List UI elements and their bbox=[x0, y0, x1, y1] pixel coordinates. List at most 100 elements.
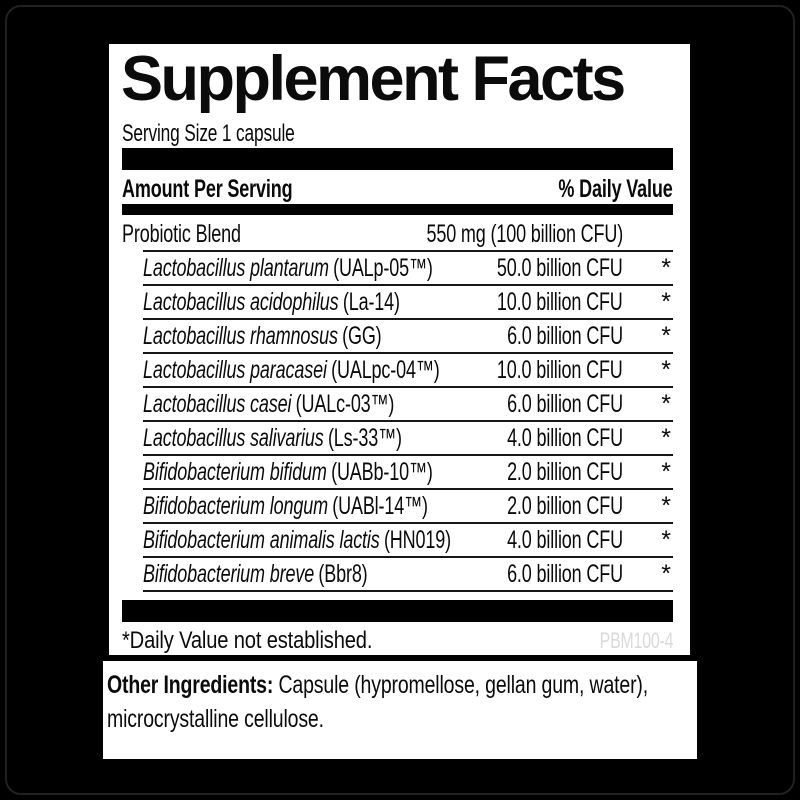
ingredient-name-cell: Bifidobacterium breve (Bbr8) bbox=[122, 560, 423, 589]
daily-value-asterisk: * bbox=[661, 355, 671, 384]
ingredient-latin-name: Bifidobacterium bifidum bbox=[143, 457, 327, 486]
ingredient-amount-cell: 6.0 billion CFU bbox=[423, 322, 623, 351]
other-ingredients-line1: Capsule (hypromellose, gellan gum, water… bbox=[278, 671, 649, 699]
ingredient-strain-code: (UALpc-04™) bbox=[331, 355, 440, 384]
serving-size-text: Serving Size 1 capsule bbox=[122, 120, 295, 147]
ingredient-rows: Lactobacillus plantarum (UALp-05™) 50.0 b… bbox=[122, 252, 673, 592]
serving-size: Serving Size 1 capsule bbox=[122, 120, 362, 148]
row-separator bbox=[143, 352, 673, 354]
ingredient-table: Probiotic Blend 550 mg (100 billion CFU)… bbox=[122, 218, 673, 655]
product-code: PBM100-4 bbox=[571, 628, 673, 654]
supplement-facts-panel: Supplement Facts Serving Size 1 capsule … bbox=[107, 42, 692, 657]
ingredient-amount: 10.0 billion CFU bbox=[497, 287, 623, 316]
ingredient-name-cell: Lactobacillus plantarum (UALp-05™) bbox=[122, 254, 433, 283]
ingredient-row: Lactobacillus rhamnosus (GG) 6.0 billion … bbox=[122, 320, 673, 352]
ingredient-strain-code: (Ls-33™) bbox=[327, 423, 402, 452]
other-ingredients-panel: Other Ingredients: Capsule (hypromellose… bbox=[103, 661, 697, 759]
ingredient-amount: 2.0 billion CFU bbox=[507, 457, 623, 486]
row-separator bbox=[143, 250, 673, 252]
ingredient-amount-cell: 6.0 billion CFU bbox=[423, 560, 623, 589]
daily-value-asterisk: * bbox=[661, 321, 671, 350]
ingredient-name: Lactobacillus acidophilus (La-14) bbox=[143, 288, 400, 317]
row-separator bbox=[143, 454, 673, 456]
daily-value-asterisk: * bbox=[661, 457, 671, 486]
ingredient-name: Bifidobacterium bifidum (UABb-10™) bbox=[143, 458, 433, 487]
blend-amount-cell: 550 mg (100 billion CFU) bbox=[350, 220, 623, 249]
ingredient-latin-name: Lactobacillus plantarum bbox=[143, 253, 329, 282]
ingredient-amount-cell: 4.0 billion CFU bbox=[423, 424, 623, 453]
ingredient-name: Lactobacillus paracasei (UALpc-04™) bbox=[143, 356, 440, 385]
other-ingredients-label: Other Ingredients: bbox=[107, 671, 274, 699]
ingredient-amount-cell: 4.0 billion CFU bbox=[423, 526, 623, 555]
ingredient-name-cell: Bifidobacterium animalis lactis (HN019) bbox=[122, 526, 451, 555]
footnote: *Daily Value not established. bbox=[122, 627, 420, 655]
ingredient-name-cell: Lactobacillus casei (UALc-03™) bbox=[122, 390, 423, 419]
ingredient-row: Bifidobacterium longum (UABl-14™) 2.0 bil… bbox=[122, 490, 673, 522]
ingredient-row: Lactobacillus salivarius (Ls-33™) 4.0 bil… bbox=[122, 422, 673, 454]
ingredient-amount: 2.0 billion CFU bbox=[507, 491, 623, 520]
ingredient-amount: 6.0 billion CFU bbox=[507, 389, 623, 418]
ingredient-name-cell: Lactobacillus salivarius (Ls-33™) bbox=[122, 424, 423, 453]
ingredient-latin-name: Lactobacillus casei bbox=[143, 389, 292, 418]
ingredient-name: Lactobacillus salivarius (Ls-33™) bbox=[143, 424, 402, 453]
ingredient-row: Lactobacillus plantarum (UALp-05™) 50.0 b… bbox=[122, 252, 673, 284]
ingredient-amount: 6.0 billion CFU bbox=[507, 559, 623, 588]
daily-value-label: % Daily Value bbox=[558, 175, 673, 203]
ingredient-amount: 50.0 billion CFU bbox=[497, 253, 623, 282]
ingredient-name: Bifidobacterium longum (UABl-14™) bbox=[143, 492, 428, 521]
ingredient-name-cell: Lactobacillus rhamnosus (GG) bbox=[122, 322, 423, 351]
daily-value-asterisk: * bbox=[661, 423, 671, 452]
ingredient-row: Bifidobacterium animalis lactis (HN019) 4… bbox=[122, 524, 673, 556]
ingredient-strain-code: (HN019) bbox=[383, 525, 451, 554]
probiotic-blend-row: Probiotic Blend 550 mg (100 billion CFU) bbox=[122, 218, 673, 250]
ingredient-name-cell: Bifidobacterium bifidum (UABb-10™) bbox=[122, 458, 433, 487]
ingredient-strain-code: (UALp-05™) bbox=[333, 253, 433, 282]
row-separator bbox=[143, 284, 673, 286]
other-ingredients-line2: microcrystalline cellulose. bbox=[107, 705, 324, 733]
ingredient-latin-name: Lactobacillus acidophilus bbox=[143, 287, 339, 316]
row-separator bbox=[143, 386, 673, 388]
ingredient-latin-name: Lactobacillus rhamnosus bbox=[143, 321, 338, 350]
ingredient-name: Bifidobacterium animalis lactis (HN019) bbox=[143, 526, 451, 555]
product-code-text: PBM100-4 bbox=[599, 628, 673, 653]
divider-bar-bottom bbox=[122, 600, 673, 622]
ingredient-name: Lactobacillus casei (UALc-03™) bbox=[143, 390, 394, 419]
ingredient-amount-cell: 10.0 billion CFU bbox=[423, 356, 623, 385]
ingredient-strain-code: (GG) bbox=[342, 321, 382, 350]
divider-bar-header bbox=[122, 204, 673, 215]
ingredient-strain-code: (UABb-10™) bbox=[331, 457, 433, 486]
divider-bar-top bbox=[122, 148, 673, 170]
daily-value-asterisk: * bbox=[661, 287, 671, 316]
ingredient-latin-name: Lactobacillus paracasei bbox=[143, 355, 327, 384]
ingredient-strain-code: (UALc-03™) bbox=[295, 389, 395, 418]
row-separator bbox=[143, 318, 673, 320]
ingredient-amount-cell: 10.0 billion CFU bbox=[423, 288, 623, 317]
daily-value-asterisk: * bbox=[661, 559, 671, 588]
row-separator bbox=[143, 556, 673, 558]
row-separator bbox=[143, 488, 673, 490]
ingredient-latin-name: Lactobacillus salivarius bbox=[143, 423, 324, 452]
blend-amount: 550 mg (100 billion CFU) bbox=[426, 219, 623, 248]
ingredient-name-cell: Bifidobacterium longum (UABl-14™) bbox=[122, 492, 428, 521]
footnote-row: *Daily Value not established. PBM100-4 bbox=[122, 627, 673, 655]
ingredient-latin-name: Bifidobacterium animalis lactis bbox=[143, 525, 380, 554]
ingredient-name-cell: Lactobacillus acidophilus (La-14) bbox=[122, 288, 423, 317]
ingredient-amount-cell: 2.0 billion CFU bbox=[423, 458, 623, 487]
daily-value-asterisk: * bbox=[661, 491, 671, 520]
ingredient-strain-code: (Bbr8) bbox=[318, 559, 368, 588]
ingredient-amount: 6.0 billion CFU bbox=[507, 321, 623, 350]
ingredient-row: Lactobacillus paracasei (UALpc-04™) 10.0 … bbox=[122, 354, 673, 386]
ingredient-amount: 4.0 billion CFU bbox=[507, 423, 623, 452]
ingredient-name: Lactobacillus plantarum (UALp-05™) bbox=[143, 254, 433, 283]
ingredient-strain-code: (UABl-14™) bbox=[332, 491, 428, 520]
ingredient-amount-cell: 6.0 billion CFU bbox=[423, 390, 623, 419]
ingredient-amount: 10.0 billion CFU bbox=[497, 355, 623, 384]
ingredient-latin-name: Bifidobacterium breve bbox=[143, 559, 315, 588]
amount-per-serving-label: Amount Per Serving bbox=[122, 175, 293, 203]
ingredient-amount-cell: 50.0 billion CFU bbox=[423, 254, 623, 283]
ingredient-name: Lactobacillus rhamnosus (GG) bbox=[143, 322, 382, 351]
blend-name-cell: Probiotic Blend bbox=[122, 220, 350, 249]
ingredient-strain-code: (La-14) bbox=[342, 287, 400, 316]
daily-value-asterisk: * bbox=[661, 253, 671, 282]
daily-value-asterisk: * bbox=[661, 389, 671, 418]
